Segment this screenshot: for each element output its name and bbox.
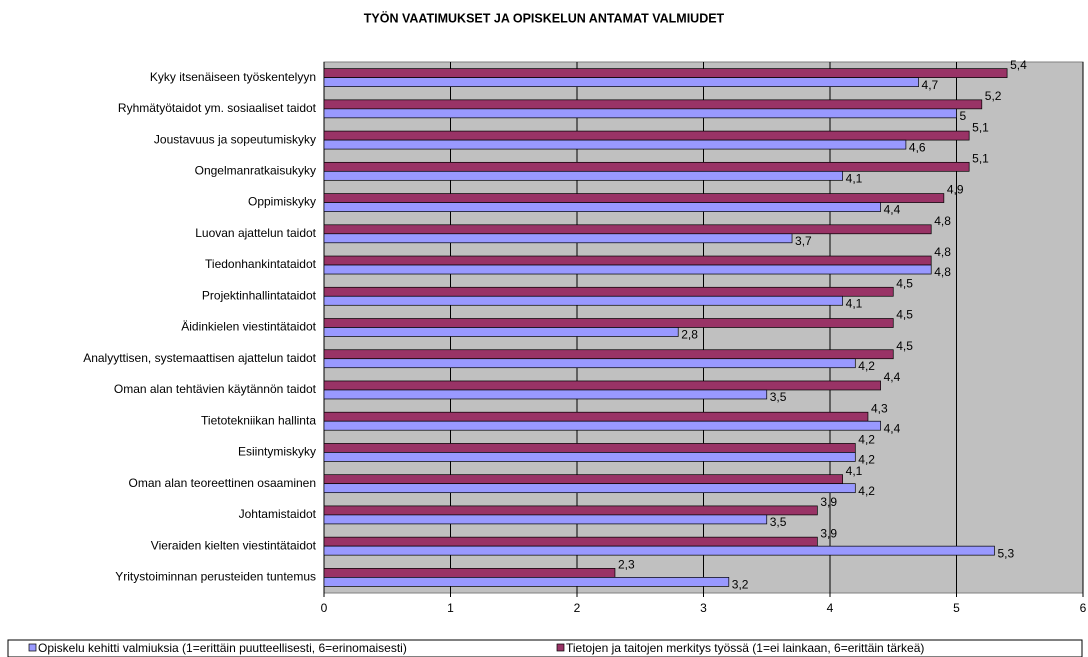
y-tick-label: Tiedonhankintataidot [205,257,317,271]
y-tick-label: Kyky itsenäiseen työskentelyyn [150,70,316,84]
bar [323,139,907,150]
x-tick-label: 6 [1080,601,1087,615]
data-label: 4,5 [896,276,913,290]
bar [323,170,844,181]
y-tick-label: Oppimiskyky [248,195,316,209]
data-label: 5 [960,109,967,123]
bar [323,452,856,462]
data-label: 4,2 [858,484,875,498]
bar [323,255,932,266]
bar [323,77,919,87]
legend-label: Tietojen ja taitojen merkitys työssä (1=… [566,641,924,655]
bar [323,264,932,275]
bar [323,193,945,203]
data-label: 3,9 [820,495,837,509]
y-tick-label: Analyyttisen, systemaattisen ajattelun t… [83,351,316,365]
data-label: 2,3 [618,558,635,572]
legend-label: Opiskelu kehitti valmiuksia (1=erittäin … [38,641,407,655]
data-label: 4,2 [858,433,875,447]
chart-title: TYÖN VAATIMUKSET JA OPISKELUN ANTAMAT VA… [364,10,725,25]
y-tick-label: Äidinkielen viestintätaidot [181,320,316,334]
bar [323,420,881,431]
data-label: 4,4 [884,370,901,384]
data-label: 4,1 [846,464,863,478]
data-label: 4,1 [846,171,863,185]
data-label: 3,5 [770,515,787,529]
data-label: 4,1 [846,296,863,310]
y-tick-label: Ongelmanratkaisukyky [195,163,316,177]
data-label: 3,5 [770,390,787,404]
x-tick-label: 1 [447,601,454,615]
y-tick-label: Johtamistaidot [239,507,317,521]
x-tick-label: 3 [700,601,707,615]
y-tick-label: Vieraiden kielten viestintätaidot [151,538,317,552]
bar [323,358,856,369]
bar [323,99,983,110]
data-label: 3,9 [820,526,837,540]
bar [323,130,970,141]
data-label: 3,2 [732,578,749,592]
bar [323,295,844,306]
bar [323,483,856,494]
x-tick-label: 0 [321,601,328,615]
legend-box [7,639,1083,657]
y-tick-label: Oman alan tehtävien käytännön taidot [114,382,317,396]
x-tick-label: 5 [953,601,960,615]
y-tick-label: Yritystoiminnan perusteiden tuntemus [115,570,316,584]
data-label: 4,8 [934,214,951,228]
data-label: 5,2 [985,89,1002,103]
bar [323,161,970,172]
y-tick-label: Joustavuus ja sopeutumiskyky [154,132,316,146]
data-label: 4,5 [896,308,913,322]
bar [323,349,894,360]
y-tick-label: Oman alan teoreettinen osaaminen [129,476,316,490]
data-label: 4,9 [947,183,964,197]
y-tick-label: Projektinhallintataidot [202,288,317,302]
bar [323,443,856,453]
bar [323,380,881,391]
bar [323,536,818,547]
data-label: 4,6 [909,140,926,154]
bar [323,233,793,244]
data-label: 5,1 [972,151,989,165]
data-label: 5,3 [997,546,1014,560]
y-tick-label: Esiintymiskyky [238,445,316,459]
legend-swatch [556,643,565,652]
bar [323,68,1008,78]
y-tick-label: Ryhmätyötaidot ym. sosiaaliset taidot [118,101,317,115]
data-label: 4,5 [896,339,913,353]
bar [323,318,894,328]
bar [323,514,768,525]
bar [323,545,995,556]
data-label: 4,8 [934,265,951,279]
bar [323,286,894,297]
bar [323,224,932,235]
data-label: 2,8 [681,328,698,342]
bar [323,202,881,212]
data-label: 4,2 [858,359,875,373]
y-tick-label: Luovan ajattelun taidot [195,226,316,240]
bar [323,108,957,119]
data-label: 4,3 [871,401,888,415]
data-label: 4,4 [884,421,901,435]
y-tick-label: Tietotekniikan hallinta [201,413,316,427]
data-label: 3,7 [795,234,812,248]
data-label: 4,2 [858,453,875,467]
legend-swatch [28,643,37,652]
bar [323,411,869,422]
bar [323,474,844,485]
data-label: 4,8 [934,245,951,259]
bar [323,505,818,516]
bar [323,577,730,587]
data-label: 5,4 [1010,58,1027,72]
bar [323,389,768,400]
x-tick-label: 4 [827,601,834,615]
data-label: 4,4 [884,203,901,217]
data-label: 5,1 [972,120,989,134]
data-label: 4,7 [922,78,939,92]
x-tick-label: 2 [574,601,581,615]
bar [323,568,616,578]
bar [323,327,679,337]
